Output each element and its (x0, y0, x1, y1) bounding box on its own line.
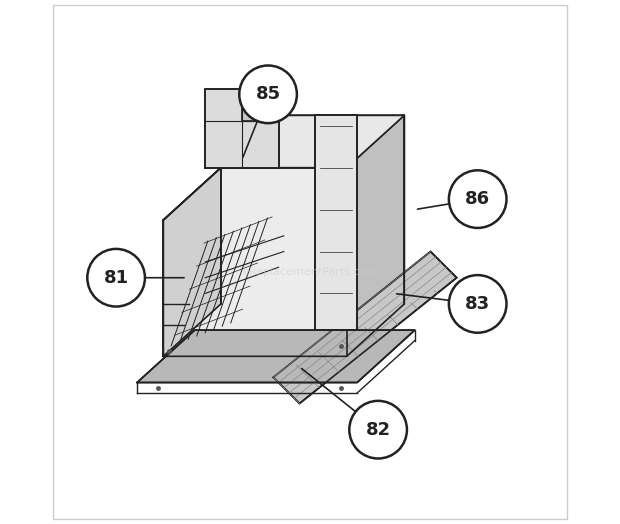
Polygon shape (221, 115, 404, 168)
Polygon shape (163, 304, 404, 356)
Text: 81: 81 (104, 269, 129, 287)
Polygon shape (242, 89, 278, 121)
Circle shape (239, 66, 297, 123)
Polygon shape (315, 115, 357, 330)
Text: 85: 85 (255, 85, 281, 103)
Circle shape (87, 249, 145, 307)
Polygon shape (163, 168, 221, 356)
Text: 82: 82 (366, 421, 391, 439)
Text: 86: 86 (465, 190, 490, 208)
Circle shape (449, 275, 507, 333)
Polygon shape (205, 89, 278, 168)
Text: 83: 83 (465, 295, 490, 313)
Polygon shape (273, 252, 457, 403)
Polygon shape (137, 330, 415, 383)
Polygon shape (347, 115, 404, 356)
Text: eReplacementParts.com: eReplacementParts.com (242, 267, 378, 278)
Polygon shape (163, 168, 347, 356)
Circle shape (349, 401, 407, 458)
Circle shape (449, 170, 507, 228)
